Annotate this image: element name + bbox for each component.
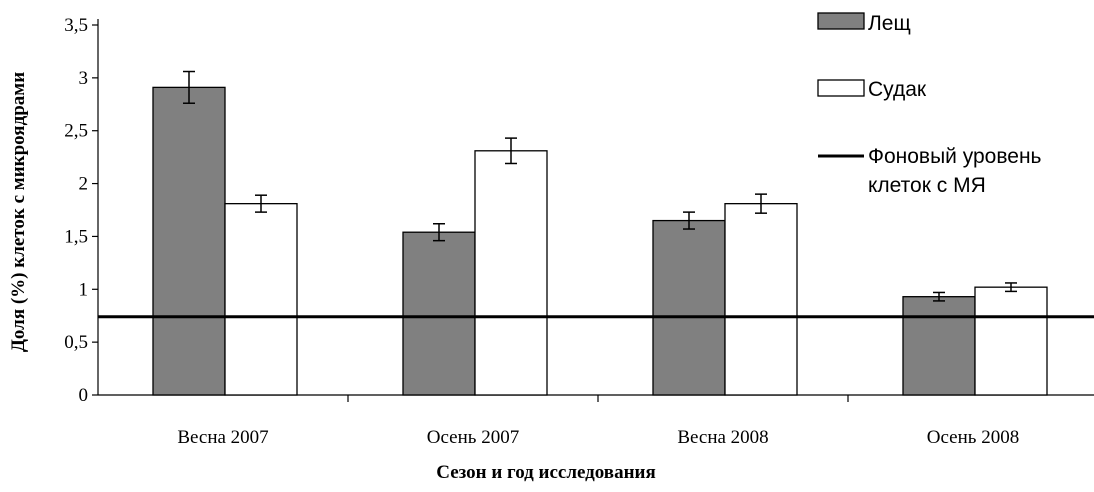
y-tick-label: 0,5	[64, 332, 88, 353]
bar-sudak	[474, 150, 548, 396]
y-tick-label: 3	[79, 68, 89, 89]
legend-swatch-sudak	[817, 79, 865, 97]
bar-lesch	[402, 231, 476, 396]
y-tick-labels: 0 0,5 1 1,5 2 2,5 3 3,5	[64, 15, 88, 406]
bar-lesch	[652, 219, 726, 396]
error-bars	[183, 70, 1017, 302]
legend-label-sudak: Судак	[868, 78, 927, 101]
x-category-label: Весна 2008	[677, 427, 768, 448]
bar-sudak	[974, 286, 1048, 396]
bar-lesch	[902, 296, 976, 396]
legend: Лещ Судак Фоновый уровень клеток с МЯ	[817, 12, 1042, 197]
bar-sudak	[224, 203, 298, 396]
x-category-label: Осень 2007	[427, 427, 519, 448]
y-tick-label: 2	[79, 174, 89, 195]
y-tick-label: 1,5	[64, 226, 88, 247]
x-category-label: Осень 2008	[927, 427, 1019, 448]
y-axis-title: Доля (%) клеток с микроядрами	[8, 72, 29, 352]
y-tick-label: 0	[79, 385, 89, 406]
bar-sudak	[724, 203, 798, 396]
x-category-label: Весна 2007	[177, 427, 268, 448]
bar-lesch	[152, 86, 226, 396]
legend-label-lesch: Лещ	[868, 12, 911, 35]
legend-label-background-line2: клеток с МЯ	[868, 174, 986, 197]
y-tick-label: 3,5	[64, 15, 88, 36]
y-tick-label: 1	[79, 279, 89, 300]
x-category-labels: Весна 2007 Осень 2007 Весна 2008 Осень 2008	[177, 427, 1019, 448]
bars	[152, 86, 1048, 396]
x-axis-title: Сезон и год исследования	[436, 462, 656, 483]
legend-swatch-lesch	[817, 12, 865, 30]
legend-label-background-line1: Фоновый уровень	[868, 145, 1042, 168]
y-tick-label: 2,5	[64, 121, 88, 142]
